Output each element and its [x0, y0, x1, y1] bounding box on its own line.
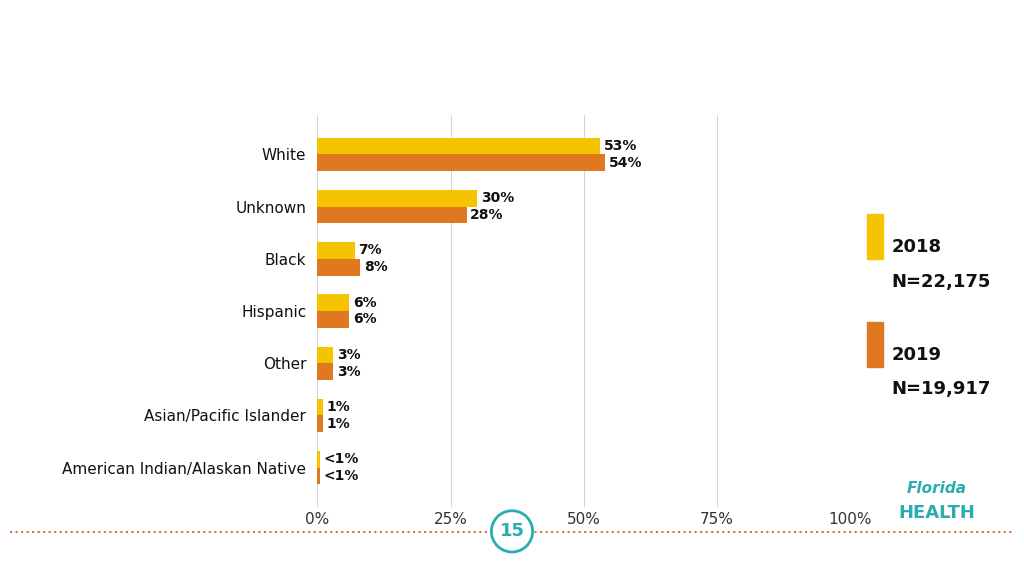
Text: Chronic Hepatitis C by Race/Ethnicity: Chronic Hepatitis C by Race/Ethnicity — [133, 32, 891, 66]
Bar — [317, 294, 349, 311]
Bar — [317, 207, 467, 223]
Bar — [317, 468, 319, 484]
Text: 1%: 1% — [327, 400, 350, 414]
Text: 3%: 3% — [337, 365, 360, 378]
Bar — [317, 399, 323, 415]
Text: <1%: <1% — [324, 469, 358, 483]
Bar — [317, 363, 334, 380]
Text: Florida: Florida — [907, 481, 967, 496]
Bar — [317, 311, 349, 328]
Text: 6%: 6% — [353, 312, 377, 327]
Text: 15: 15 — [500, 522, 524, 540]
Text: 54%: 54% — [608, 156, 642, 170]
Text: <1%: <1% — [324, 452, 358, 467]
Bar — [317, 154, 605, 171]
Bar — [317, 415, 323, 432]
Text: HEALTH: HEALTH — [898, 503, 976, 522]
Bar — [317, 347, 334, 363]
Text: 2018: 2018 — [892, 238, 942, 256]
Bar — [317, 451, 319, 468]
Text: 2019: 2019 — [892, 346, 941, 363]
Bar — [317, 259, 360, 275]
Text: 28%: 28% — [470, 208, 504, 222]
Bar — [317, 190, 477, 207]
Bar — [867, 214, 883, 260]
Bar — [317, 138, 600, 154]
Text: 1%: 1% — [327, 417, 350, 431]
Text: 7%: 7% — [358, 244, 382, 257]
Text: 30%: 30% — [481, 191, 514, 205]
Text: 53%: 53% — [603, 139, 637, 153]
Text: 6%: 6% — [353, 295, 377, 310]
Text: N=22,175: N=22,175 — [892, 272, 991, 291]
Text: 3%: 3% — [337, 348, 360, 362]
Bar — [867, 321, 883, 367]
Text: N=19,917: N=19,917 — [892, 380, 991, 399]
Bar — [317, 242, 354, 259]
Text: 8%: 8% — [364, 260, 387, 274]
